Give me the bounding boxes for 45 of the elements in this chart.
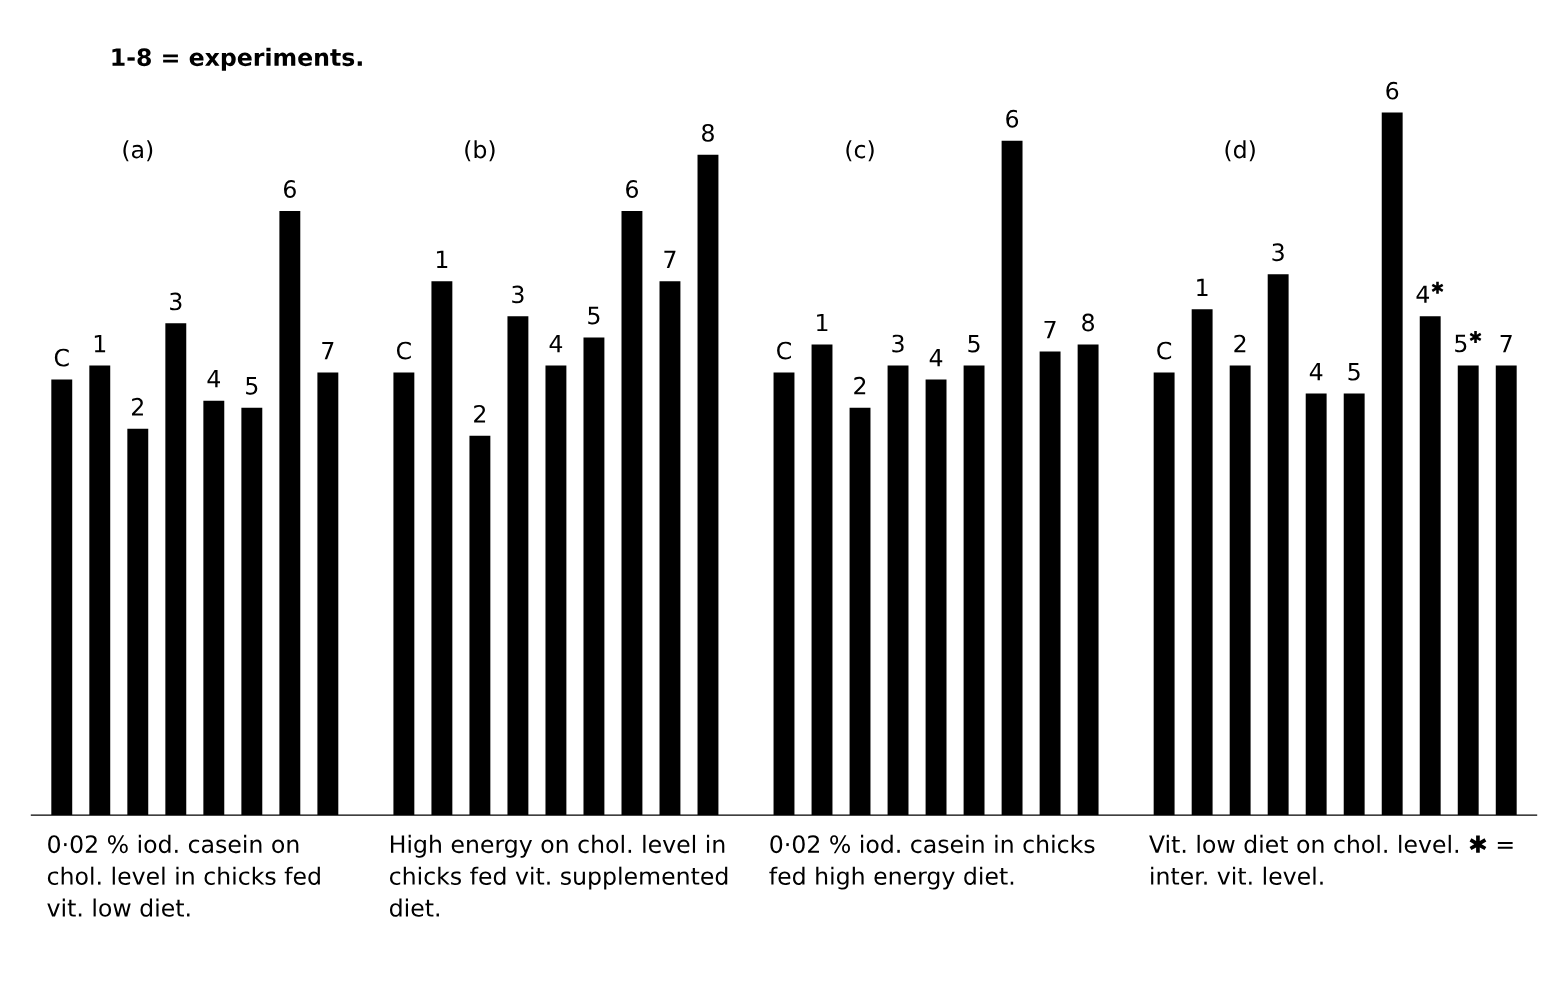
x-tick-label: C <box>777 341 791 360</box>
x-tick-label: 1 <box>1197 278 1208 296</box>
x-tick-label: 5$^{✱}$ <box>1455 330 1482 353</box>
x-tick-label: 1 <box>436 250 448 268</box>
x-tick-label: 4 <box>207 370 221 388</box>
x-tick-label: 3 <box>170 292 182 311</box>
x-tick-label: 2 <box>132 397 143 416</box>
x-tick-label: C <box>54 348 69 367</box>
x-tick-label: 3 <box>512 285 524 304</box>
x-tick-label: C <box>396 341 411 360</box>
x-tick-label: 6 <box>1006 109 1019 128</box>
x-tick-label: 6 <box>283 180 296 198</box>
x-tick-label: 6 <box>626 180 638 198</box>
x-tick-label: C <box>1157 341 1172 360</box>
x-tick-label: 5 <box>968 334 980 353</box>
x-tick-label: 1 <box>94 334 106 353</box>
text: 0·02 % iod. casein in chicks fed high energy diet. <box>769 834 1095 890</box>
x-tick-label: 4 <box>549 334 563 353</box>
x-tick-label: 2 <box>854 376 866 395</box>
x-tick-label: 4$^{✱}$ <box>1416 281 1444 303</box>
x-tick-label: 5 <box>246 377 258 395</box>
x-tick-label: 4 <box>1309 363 1323 381</box>
x-tick-label: 7 <box>1500 334 1512 353</box>
text: Vit. low diet on chol. level. ✱ = inter. vit. level. <box>1149 834 1513 885</box>
x-tick-label: 8 <box>1082 313 1094 332</box>
x-tick-label: 3 <box>1272 243 1284 262</box>
x-tick-label: 5 <box>588 306 600 325</box>
annotation: (b) <box>465 140 495 162</box>
x-tick-label: 7 <box>322 341 334 360</box>
x-tick-label: 5 <box>1348 363 1360 381</box>
text: High energy on chol. level in chicks fed vit. supplemented diet. <box>389 834 728 917</box>
annotation: (a) <box>123 140 153 162</box>
text: 0·02 % iod. casein on chol. level in chicks fed vit. low diet. <box>47 834 320 917</box>
annotation: (c) <box>846 140 874 162</box>
x-tick-label: 2 <box>474 404 486 423</box>
x-tick-label: 4 <box>929 349 943 367</box>
annotation: (d) <box>1225 140 1255 162</box>
x-tick-label: 1 <box>817 313 828 332</box>
text: 1-8 = experiments. <box>112 47 362 71</box>
x-tick-label: 2 <box>1234 334 1246 353</box>
x-tick-label: 6 <box>1386 81 1399 100</box>
x-tick-label: 7 <box>1044 320 1056 339</box>
x-tick-label: 8 <box>702 123 714 142</box>
x-tick-label: 3 <box>892 334 904 353</box>
x-tick-label: 7 <box>664 250 676 268</box>
